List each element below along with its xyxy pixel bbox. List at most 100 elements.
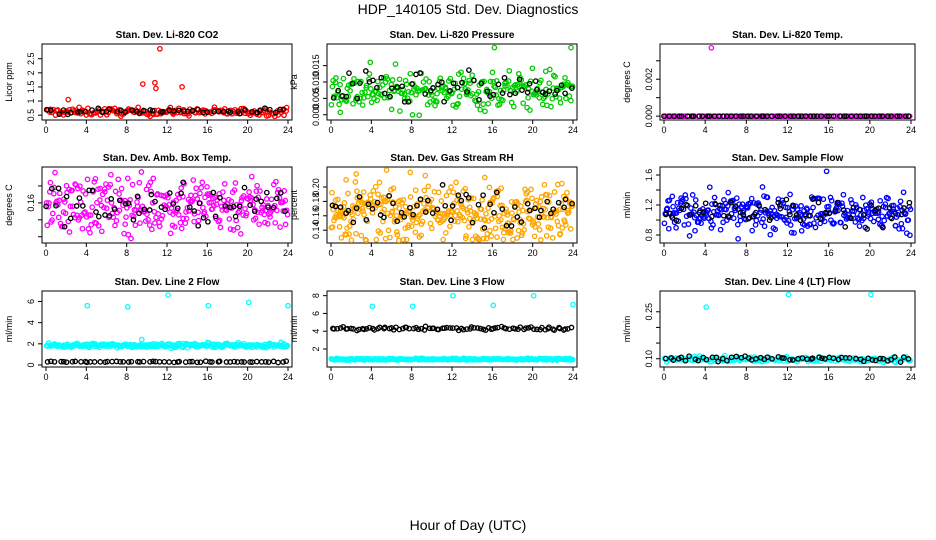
point-primary <box>392 61 399 67</box>
point-hourly <box>405 98 412 105</box>
point-primary <box>787 222 794 228</box>
point-hourly <box>441 98 447 105</box>
x-tick-label: 20 <box>528 125 538 135</box>
point-primary <box>503 206 509 212</box>
y-tick-label: 0.18 <box>311 193 321 211</box>
point-hourly <box>561 204 567 211</box>
point-hourly <box>249 108 255 115</box>
point-hourly <box>227 109 234 116</box>
point-hourly <box>687 212 693 218</box>
point-hourly <box>332 203 339 210</box>
point-hourly <box>95 105 102 112</box>
point-hourly <box>762 206 768 213</box>
point-hourly <box>848 113 855 120</box>
point-hourly <box>725 213 732 220</box>
point-primary <box>507 230 514 236</box>
x-tick-label: 20 <box>865 248 875 258</box>
point-outlier <box>570 301 576 308</box>
scatter-points <box>661 168 914 242</box>
point-hourly <box>503 325 509 332</box>
point-hourly <box>186 358 193 365</box>
point-hourly <box>410 211 416 218</box>
point-hourly <box>819 355 825 362</box>
point-hourly <box>568 324 575 331</box>
point-hourly <box>387 93 393 100</box>
point-hourly <box>732 203 739 209</box>
x-tick-label: 0 <box>328 125 333 135</box>
point-primary <box>95 222 102 229</box>
point-hourly <box>140 107 147 114</box>
point-hourly <box>499 90 506 96</box>
point-hourly <box>122 201 129 207</box>
x-tick-label: 20 <box>528 248 538 258</box>
point-hourly <box>227 204 234 211</box>
y-tick-label: 0.10 <box>644 350 654 368</box>
point-primary <box>772 226 779 233</box>
point-hourly <box>548 210 554 217</box>
point-hourly <box>417 196 424 203</box>
point-primary <box>347 87 353 94</box>
point-hourly <box>407 204 413 211</box>
point-hourly <box>262 358 269 365</box>
point-hourly <box>77 109 84 115</box>
point-outlier <box>409 303 416 310</box>
point-hourly <box>265 204 271 211</box>
point-hourly <box>53 202 59 209</box>
point-hourly <box>356 193 363 200</box>
point-primary <box>706 184 713 191</box>
point-primary <box>217 224 224 231</box>
y-tick-label: 4 <box>26 320 36 325</box>
y-tick-label: 0 <box>26 362 36 367</box>
point-hourly <box>787 211 793 218</box>
point-hourly <box>484 88 491 95</box>
point-hourly <box>487 201 493 208</box>
point-hourly <box>335 87 342 94</box>
point-primary <box>469 72 476 79</box>
point-primary <box>331 217 337 224</box>
point-hourly <box>63 359 70 366</box>
point-hourly <box>750 213 756 220</box>
point-outlier <box>343 176 349 183</box>
x-tick-label: 4 <box>84 248 89 258</box>
x-tick-label: 24 <box>568 125 578 135</box>
point-hourly <box>830 355 837 362</box>
point-hourly <box>562 90 568 97</box>
x-tick-label: 4 <box>369 372 374 382</box>
x-tick-label: 8 <box>409 248 414 258</box>
x-tick-label: 12 <box>162 248 172 258</box>
point-primary <box>362 89 368 96</box>
point-outlier <box>84 302 91 309</box>
point-outlier <box>165 292 171 298</box>
point-hourly <box>807 113 814 120</box>
point-hourly <box>906 199 913 206</box>
point-primary <box>447 75 454 82</box>
point-hourly <box>231 358 238 365</box>
point-primary <box>503 209 510 215</box>
point-primary <box>228 198 235 205</box>
point-hourly <box>401 98 408 105</box>
point-hourly <box>363 325 370 332</box>
point-primary <box>483 210 489 217</box>
point-hourly <box>160 109 166 115</box>
x-tick-label: 16 <box>487 125 497 135</box>
point-primary <box>333 94 340 101</box>
point-primary <box>562 74 568 81</box>
point-primary <box>870 218 877 225</box>
x-tick-label: 12 <box>447 125 457 135</box>
point-hourly <box>75 109 81 115</box>
point-hourly <box>106 213 113 219</box>
point-primary <box>785 217 792 224</box>
point-primary <box>421 187 428 194</box>
scatter-points <box>43 45 290 120</box>
point-hourly <box>76 195 83 201</box>
point-primary <box>381 206 387 213</box>
y-tick-label: 0.010 <box>311 71 321 94</box>
point-hourly <box>277 190 284 196</box>
point-hourly <box>720 113 726 120</box>
point-primary <box>183 215 190 222</box>
scatter-points <box>43 292 291 366</box>
point-primary <box>112 222 118 229</box>
point-hourly <box>330 95 337 101</box>
point-primary <box>400 236 407 243</box>
x-tick-label: 16 <box>202 372 212 382</box>
